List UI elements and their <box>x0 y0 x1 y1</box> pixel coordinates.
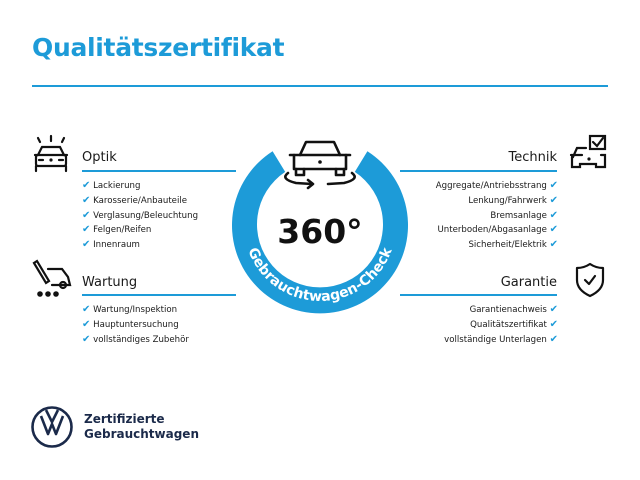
list-item: Aggregate/Antriebsstrang ✔ <box>435 180 558 191</box>
footer-brand-text: Zertifizierte Gebrauchtwagen <box>84 412 199 441</box>
badge-ring <box>232 151 408 314</box>
list-item: ✔ Innenraum <box>82 239 140 251</box>
section-title-optik: Optik <box>82 150 117 165</box>
section-divider <box>400 294 557 296</box>
service-van-icon <box>32 259 72 297</box>
checkmark-icon: ✔ <box>82 224 91 236</box>
list-item: Garantienachweis ✔ <box>469 304 558 315</box>
list-item: ✔ Lackierung <box>82 180 141 191</box>
list-item: ✔ Felgen/Reifen <box>82 224 152 236</box>
list-item: Sicherheit/Elektrik ✔ <box>468 239 558 251</box>
car-checkbox-icon <box>569 134 607 169</box>
checkmark-icon: ✔ <box>82 209 91 221</box>
list-item: ✔ Wartung/Inspektion <box>82 304 178 315</box>
section-title-garantie: Garantie <box>500 275 557 290</box>
shield-check-icon <box>575 262 605 298</box>
checkmark-icon: ✔ <box>82 333 91 345</box>
list-item: Qualitätszertifikat ✔ <box>470 318 558 330</box>
checkmark-icon: ✔ <box>549 239 558 251</box>
car-rotate-icon <box>284 140 356 190</box>
section-divider <box>82 294 236 296</box>
checkmark-icon: ✔ <box>549 209 558 221</box>
section-divider <box>82 170 236 172</box>
checkmark-icon: ✔ <box>549 304 558 315</box>
wartung-list: ✔ Wartung/Inspektion ✔ Hauptuntersuchung… <box>82 303 189 347</box>
checkmark-icon: ✔ <box>549 318 558 330</box>
section-title-wartung: Wartung <box>82 275 138 290</box>
checkmark-icon: ✔ <box>549 333 558 345</box>
list-item: ✔ Verglasung/Beleuchtung <box>82 209 199 221</box>
list-item: ✔ Karosserie/Anbauteile <box>82 194 188 206</box>
garantie-list: Garantienachweis ✔ Qualitätszertifikat ✔… <box>444 303 558 347</box>
360-check-badge: 360° Gebrauchtwagen-Check <box>232 140 408 314</box>
checkmark-icon: ✔ <box>82 304 91 315</box>
vw-logo <box>31 406 73 448</box>
section-divider <box>400 170 557 172</box>
checkmark-icon: ✔ <box>549 224 558 236</box>
checkmark-icon: ✔ <box>549 194 558 206</box>
list-item: ✔ vollständiges Zubehör <box>82 333 189 345</box>
section-title-technik: Technik <box>508 150 558 165</box>
checkmark-icon: ✔ <box>549 180 558 191</box>
list-item: vollständige Unterlagen ✔ <box>444 333 558 345</box>
checkmark-icon: ✔ <box>82 180 91 191</box>
optik-list: ✔ Lackierung ✔ Karosserie/Anbauteile ✔ V… <box>82 179 198 253</box>
title-divider <box>32 85 608 87</box>
list-item: Lenkung/Fahrwerk ✔ <box>468 194 558 206</box>
checkmark-icon: ✔ <box>82 194 91 206</box>
technik-list: Aggregate/Antriebsstrang ✔ Lenkung/Fahrw… <box>436 179 558 253</box>
badge-value: 360° <box>277 212 362 251</box>
list-item: ✔ Hauptuntersuchung <box>82 318 179 330</box>
badge-ring-text: Gebrauchtwagen-Check <box>244 245 395 305</box>
page-title: Qualitätszertifikat <box>32 33 285 62</box>
checkmark-icon: ✔ <box>82 318 91 330</box>
car-lights-icon <box>33 134 69 173</box>
list-item: Bremsanlage ✔ <box>490 209 558 221</box>
list-item: Unterboden/Abgasanlage ✔ <box>437 224 559 236</box>
checkmark-icon: ✔ <box>82 239 91 251</box>
